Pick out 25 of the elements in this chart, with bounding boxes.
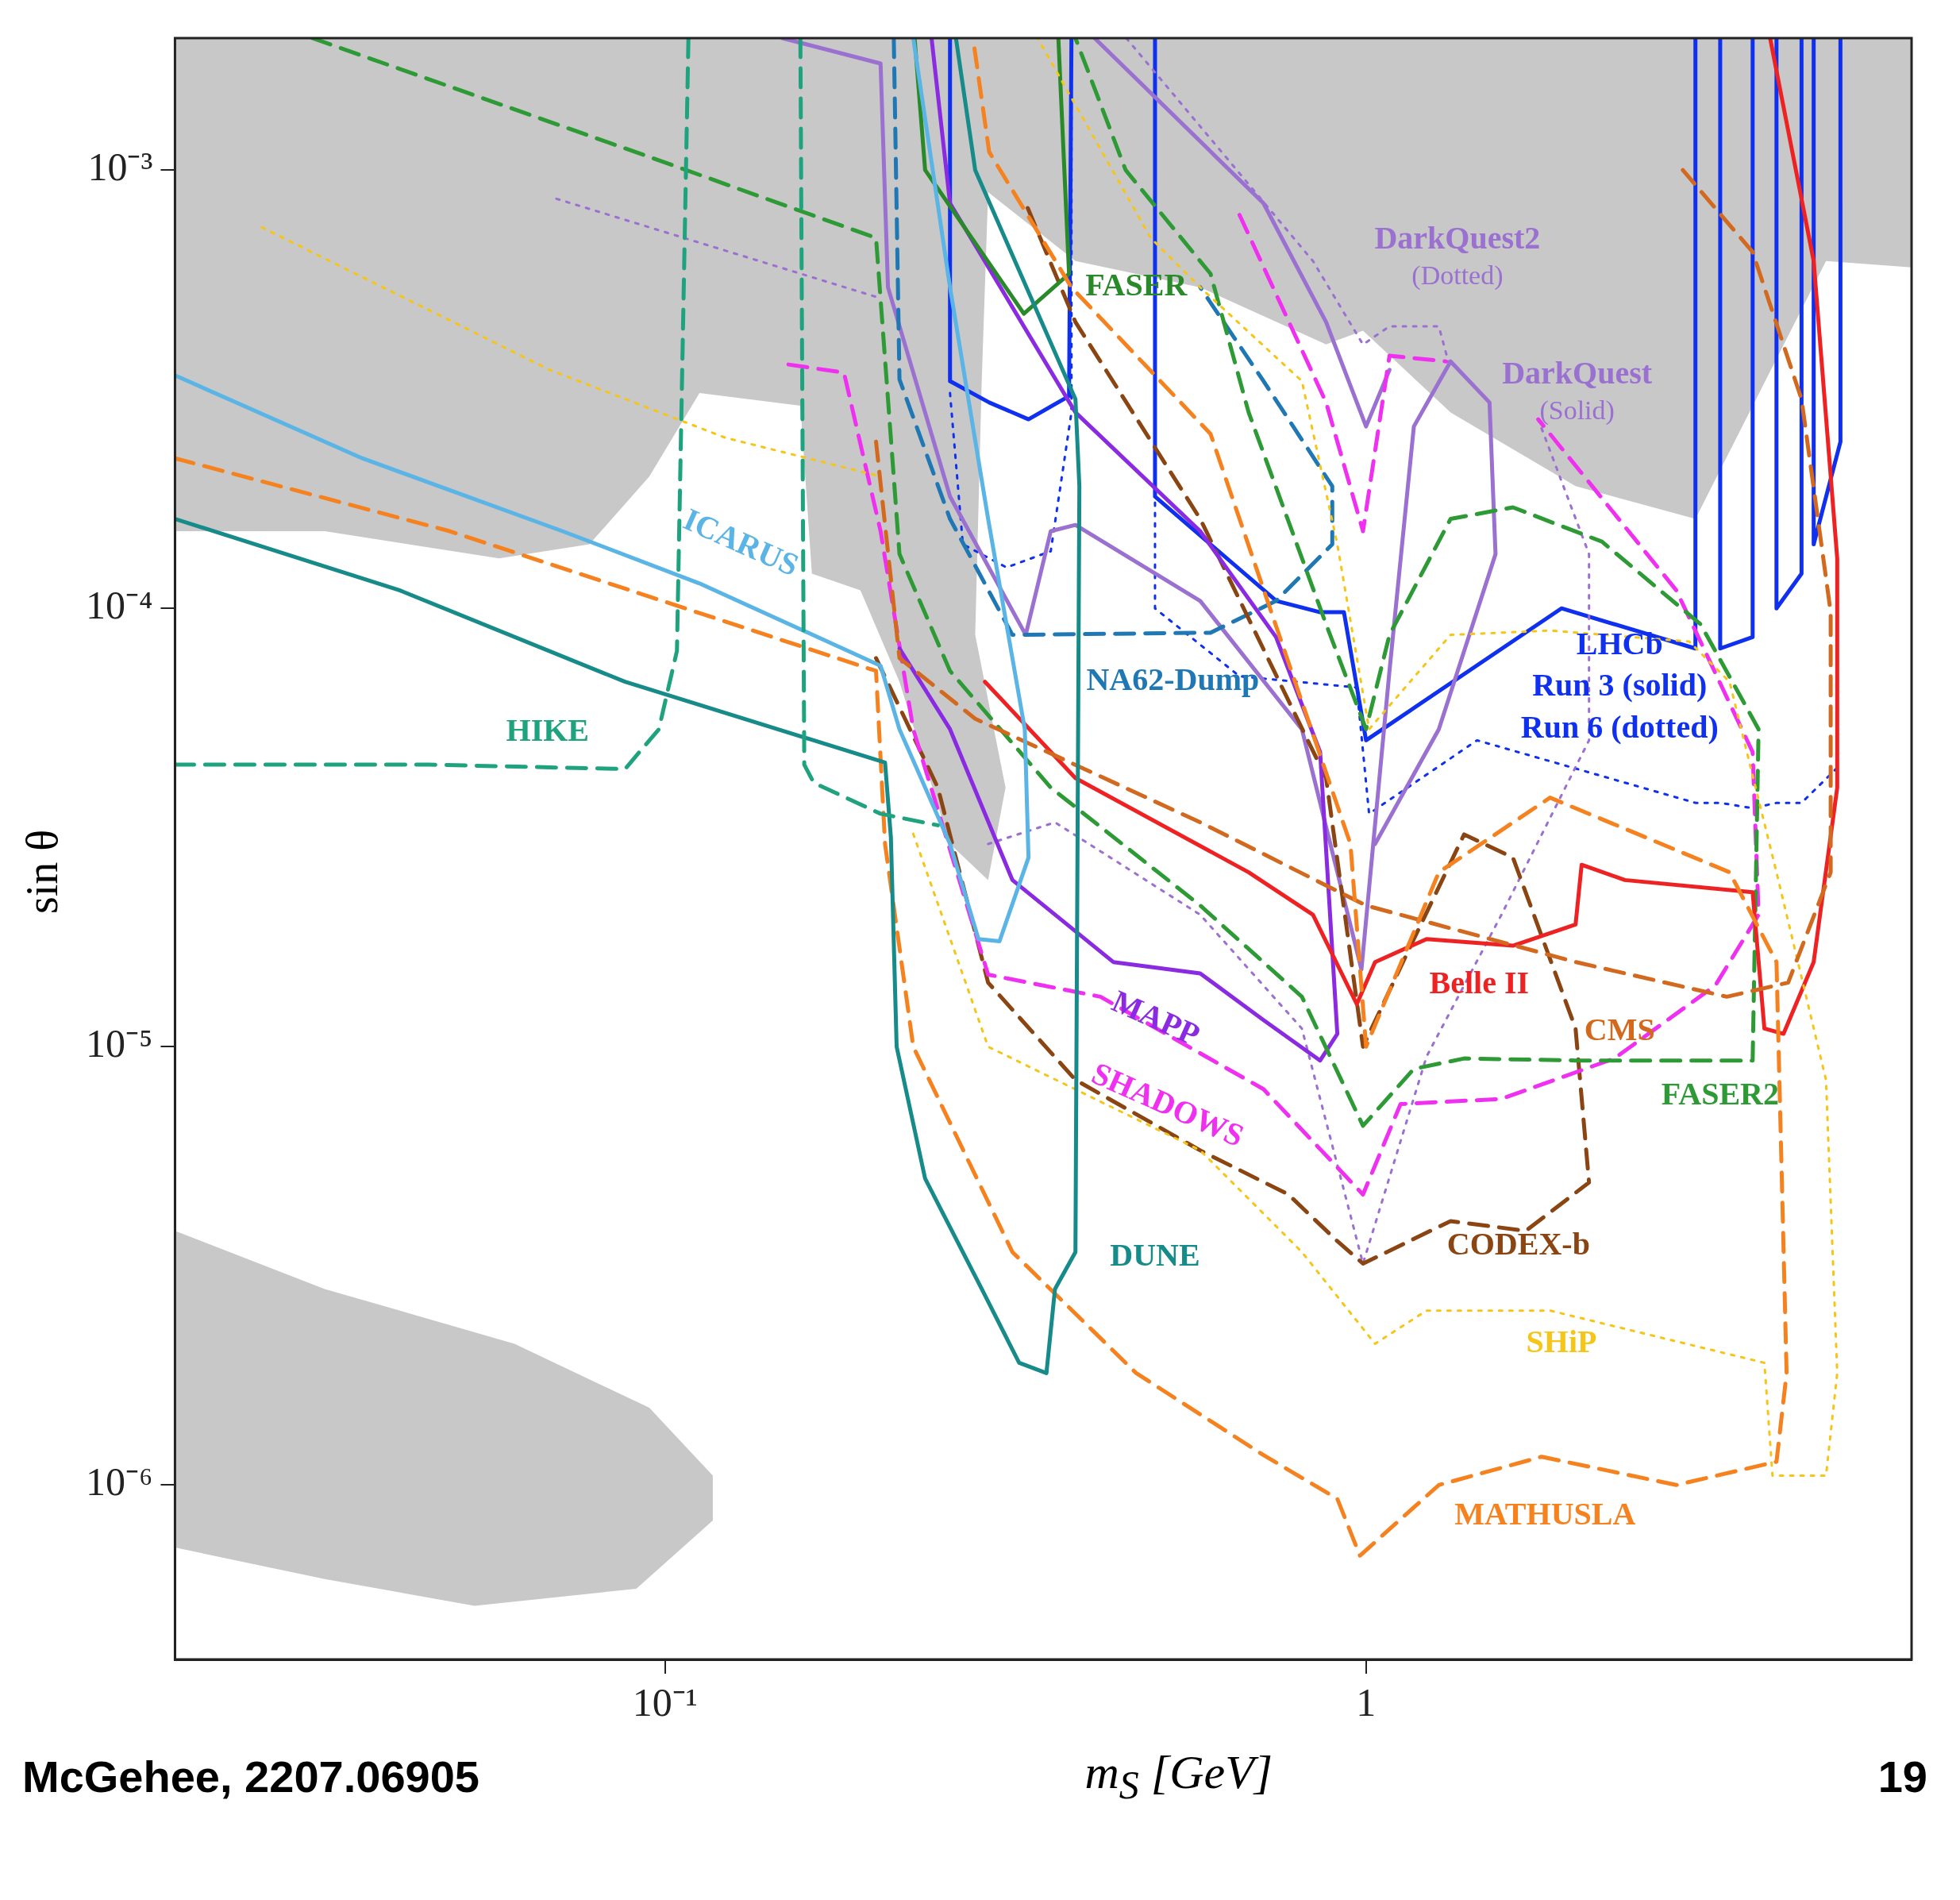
series-label: HIKE: [506, 712, 590, 749]
text: McGehee, 2207.06905: [22, 1751, 479, 1802]
series-label: Belle II: [1429, 965, 1530, 1001]
series-label: DarkQuest (Solid): [1502, 355, 1653, 426]
series-label: SHiP: [1526, 1323, 1597, 1359]
series-label: Run 3 (solid): [1532, 667, 1708, 703]
x-tick-label: 1: [1356, 1680, 1377, 1725]
series-label: Run 6 (dotted): [1520, 708, 1719, 745]
y-tick-label: 10⁻⁵: [85, 1021, 153, 1066]
text: MAPP: [1107, 982, 1206, 1053]
y-tick-label: 10⁻³: [87, 145, 153, 190]
annotation: LHCb: [1576, 626, 1663, 662]
series-label: CODEX-b: [1446, 1226, 1590, 1262]
series-label: DarkQuest2 (Dotted): [1374, 220, 1541, 291]
y-tick-label: 10⁻⁶: [85, 1459, 153, 1505]
series-label: NA62-Dump: [1086, 661, 1260, 698]
x-tick-label: 10⁻¹: [632, 1680, 698, 1725]
series-label: CMS: [1584, 1012, 1655, 1048]
y-axis-title: sin θ: [17, 829, 67, 915]
series-label: DUNE: [1110, 1237, 1200, 1274]
text: 19: [1877, 1751, 1927, 1802]
y-tick-label: 10⁻⁴: [85, 583, 153, 628]
series-label: MATHUSLA: [1454, 1495, 1636, 1532]
series-label: FASER2: [1661, 1076, 1779, 1112]
x-axis-title: m$_{S}$ [GeV]: [1084, 1745, 1273, 1808]
